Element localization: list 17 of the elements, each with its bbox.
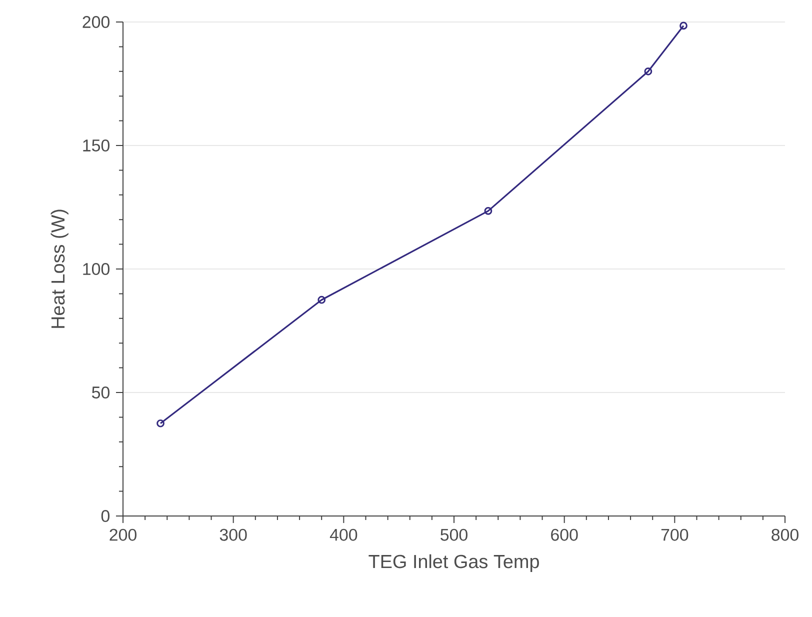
y-axis-title: Heat Loss (W) [50,210,68,328]
x-tick-label: 300 [220,528,247,541]
x-tick-label: 600 [551,528,578,541]
x-tick-label: 700 [661,528,688,541]
x-axis-title: TEG Inlet Gas Temp [368,554,539,572]
y-tick-label: 200 [82,16,110,28]
point [484,207,492,215]
y-tick-label: 100 [83,263,110,275]
x-tick-label: 800 [772,528,798,541]
y-tick-label: 50 [92,386,110,398]
x-tick-label: 500 [440,528,468,541]
point [644,67,652,76]
x-tick-label: 400 [330,528,358,541]
point [318,296,326,304]
y-tick-label: 150 [83,140,110,152]
x-tick-label: 200 [110,528,136,541]
y-tick-label: 0 [101,510,110,522]
